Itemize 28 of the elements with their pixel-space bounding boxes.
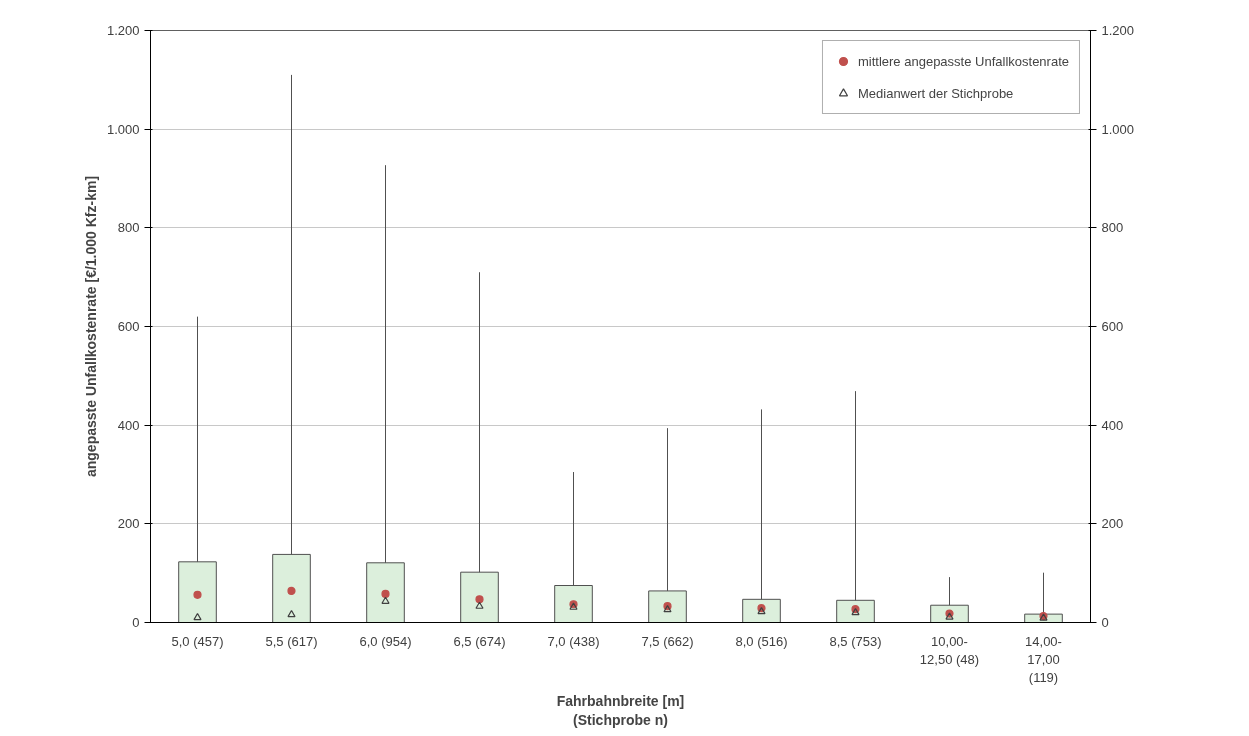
y-tick-label: 800: [117, 220, 140, 236]
x-tick-label: 5,0 (457): [171, 633, 224, 649]
y-tick-label: 1.000: [106, 121, 140, 137]
legend-label: mittlere angepasste Unfallkostenrate: [857, 53, 1069, 69]
y2-tick-label: 200: [1101, 516, 1124, 532]
y2-tick-label: 1.000: [1101, 121, 1135, 137]
y2-tick-label: 1.200: [1101, 23, 1135, 38]
x-tick-label: 7,5 (662): [641, 633, 694, 649]
x-tick-label: 5,5 (617): [265, 633, 318, 649]
legend-label: Medianwert der Stichprobe: [857, 85, 1014, 101]
x-tick-label: 14,00- 17,00 (119): [1025, 633, 1062, 685]
y-tick-label: 400: [117, 417, 140, 433]
y-tick-label: 0: [132, 615, 140, 630]
y2-tick-label: 600: [1101, 319, 1124, 334]
y-tick-label: 600: [117, 319, 140, 334]
x-axis-title: Fahrbahnbreite [m] (Stichprobe n): [556, 692, 685, 728]
y2-tick-label: 800: [1101, 220, 1124, 236]
x-tick-label: 10,00- 12,50 (48): [919, 633, 980, 667]
y-tick-label: 1.200: [106, 23, 140, 38]
x-tick-label: 8,0 (516): [735, 633, 788, 649]
y-axis-title: angepasste Unfallkostenrate [€/1.000 Kfz-km]: [82, 175, 99, 478]
x-tick-label: 6,0 (954): [359, 633, 412, 649]
x-tick-label: 6,5 (674): [453, 633, 506, 649]
x-tick-label: 8,5 (753): [829, 633, 882, 649]
y2-tick-label: 400: [1101, 417, 1124, 433]
y2-tick-label: 0: [1101, 615, 1109, 630]
y-tick-label: 200: [117, 516, 140, 532]
x-tick-label: 7,0 (438): [547, 633, 600, 649]
